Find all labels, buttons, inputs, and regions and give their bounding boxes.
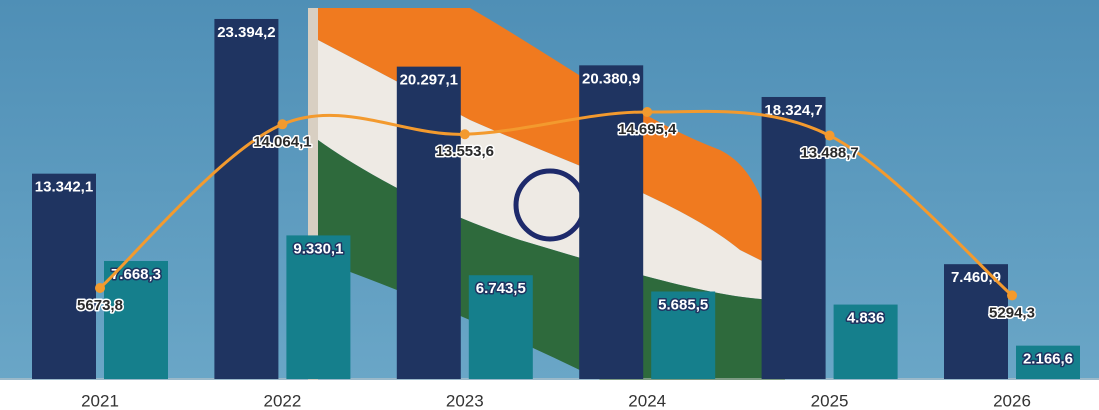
value-label: 20.380,9 [582,70,640,87]
bar [468,275,533,379]
x-tick-label: 2024 [628,391,666,410]
line-point [277,119,288,130]
value-label: 4.836 [847,310,885,327]
value-label: 14.695,4 [618,121,677,138]
x-tick-label: 2021 [81,391,119,410]
value-label: 23.394,2 [217,24,275,41]
value-label: 6.743,5 [476,280,526,297]
value-label: 5673,8 [77,297,123,314]
x-tick-label: 2023 [446,391,484,410]
value-label: 13.553,6 [436,143,494,160]
line-point [642,106,653,117]
bar [214,18,279,380]
line-point [459,129,470,140]
value-label: 7.668,3 [111,266,161,283]
value-label: 13.488,7 [800,145,858,162]
value-label: 2.166,6 [1023,351,1073,368]
value-label: 20.297,1 [400,72,458,89]
x-tick-label: 2026 [993,391,1031,410]
value-label: 5.685,5 [658,296,708,313]
bar [1016,345,1080,379]
bar [104,260,168,379]
value-label: 18.324,7 [764,102,822,119]
line-point [824,130,835,141]
line-point [1007,290,1017,301]
value-label: 9.330,1 [293,240,343,257]
x-tick-label: 2022 [263,391,301,410]
value-label: 13.342,1 [35,179,93,196]
bar [32,173,96,379]
axis-band [0,380,1099,410]
value-label: 14.064,1 [253,133,311,150]
bar [396,66,461,380]
bar [651,291,716,379]
x-tick-label: 2025 [811,391,849,410]
line-point [95,283,105,294]
line [98,109,1013,297]
value-label: 5294,3 [989,304,1035,321]
plot: 2021 2022 2023 2024 2025 2026 13.342,1 23.394,2… [32,18,1080,410]
bar [761,96,826,380]
bar [286,235,351,379]
bar [833,304,898,379]
